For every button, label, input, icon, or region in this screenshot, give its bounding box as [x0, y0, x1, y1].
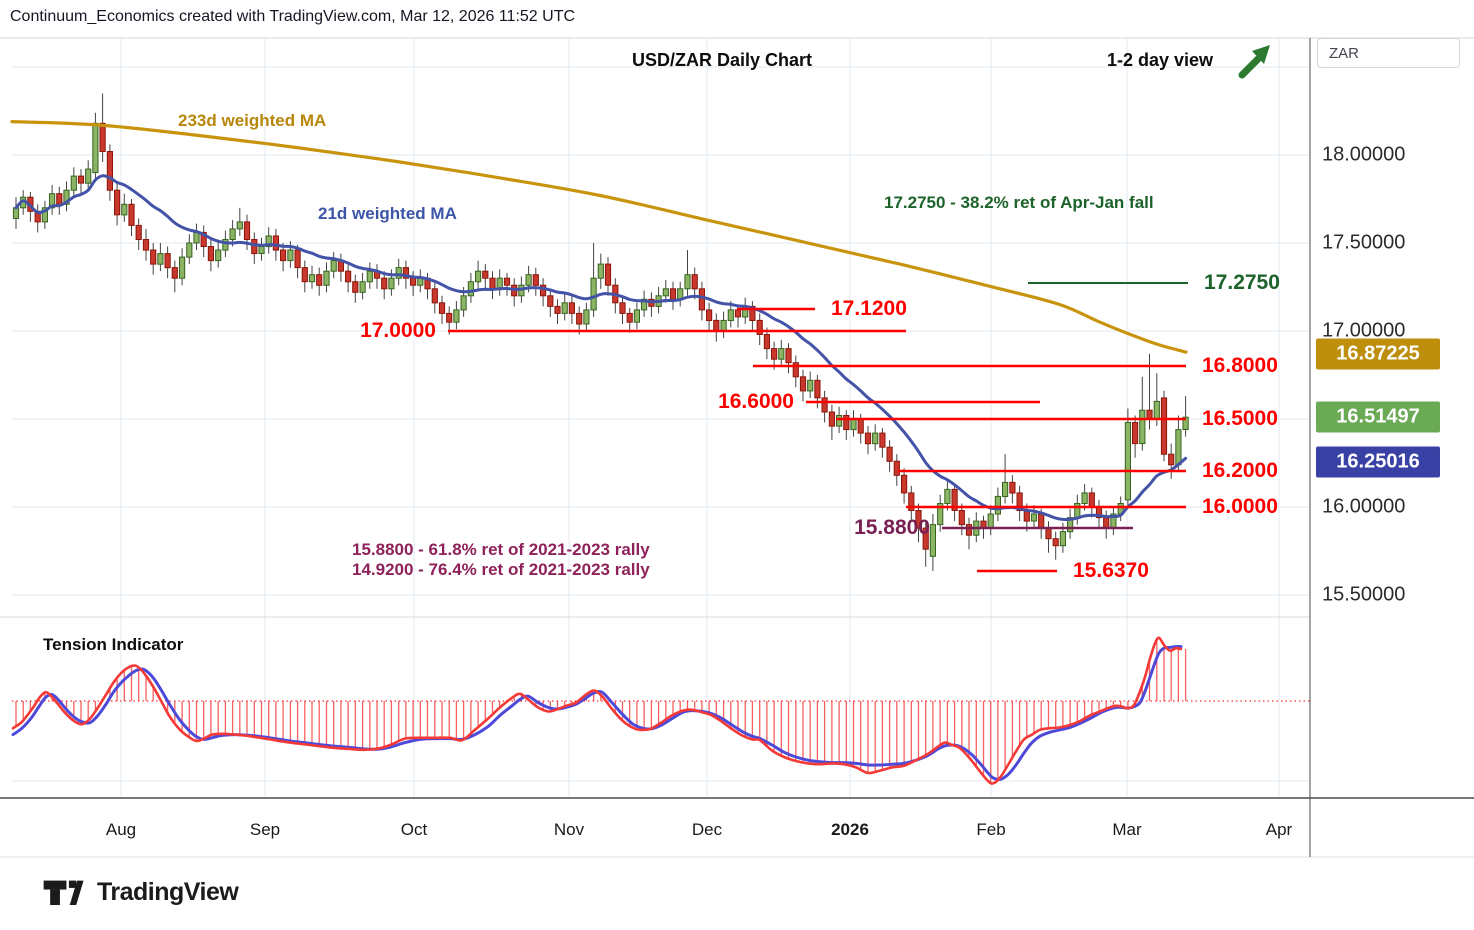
- up-right-arrow-icon: [1238, 45, 1270, 79]
- month-label: Apr: [1265, 820, 1293, 839]
- symbol-label: ZAR: [1329, 44, 1359, 62]
- level-label: 15.8800: [854, 516, 930, 539]
- annotation-label: 14.9200 - 76.4% ret of 2021-2023 rally: [352, 560, 650, 579]
- annotation-label: 17.2750 - 38.2% ret of Apr-Jan fall: [884, 193, 1154, 212]
- level-label: 16.5000: [1202, 407, 1278, 430]
- tradingview-logo-icon: [43, 880, 84, 906]
- month-label: 2026: [831, 820, 869, 839]
- level-label: 16.2000: [1202, 459, 1278, 482]
- level-label: 17.2750: [1204, 271, 1280, 294]
- price-badge: 16.25016: [1316, 446, 1440, 478]
- month-label: Sep: [249, 820, 281, 839]
- annotation-label: 233d weighted MA: [178, 111, 327, 130]
- view-horizon-label: 1-2 day view: [1106, 50, 1213, 70]
- tradingview-logo-text: TradingView: [97, 877, 239, 906]
- price-badge: 16.51497: [1316, 401, 1440, 433]
- month-label: Feb: [976, 820, 1006, 839]
- attribution-text: Continuum_Economics created with Trading…: [10, 8, 576, 25]
- annotation-label: 21d weighted MA: [318, 204, 457, 223]
- month-label: Mar: [1112, 820, 1142, 839]
- level-label: 17.1200: [831, 297, 907, 320]
- price-badge: 16.87225: [1316, 338, 1440, 370]
- level-label: 16.0000: [1202, 495, 1278, 518]
- level-label: 16.8000: [1202, 354, 1278, 377]
- month-label: Aug: [105, 820, 137, 839]
- price-tick-label: 17.00000: [1322, 319, 1406, 342]
- tension-indicator-label: Tension Indicator: [43, 635, 184, 654]
- price-tick-label: 18.00000: [1322, 143, 1406, 166]
- month-label: Oct: [400, 820, 428, 839]
- symbol-search-box[interactable]: ZAR: [1317, 38, 1460, 68]
- annotation-label: 15.8800 - 61.8% ret of 2021-2023 rally: [352, 540, 650, 559]
- month-label: Dec: [691, 820, 723, 839]
- price-tick-label: 15.50000: [1322, 583, 1406, 606]
- tradingview-logo[interactable]: TradingView: [42, 870, 239, 914]
- price-tick-label: 16.00000: [1322, 495, 1406, 518]
- level-label: 17.0000: [360, 319, 436, 342]
- month-label: Nov: [553, 820, 585, 839]
- page-title: USD/ZAR Daily Chart: [631, 50, 813, 70]
- level-label: 16.6000: [718, 390, 794, 413]
- level-label: 15.6370: [1073, 559, 1149, 582]
- price-tick-label: 17.50000: [1322, 231, 1406, 254]
